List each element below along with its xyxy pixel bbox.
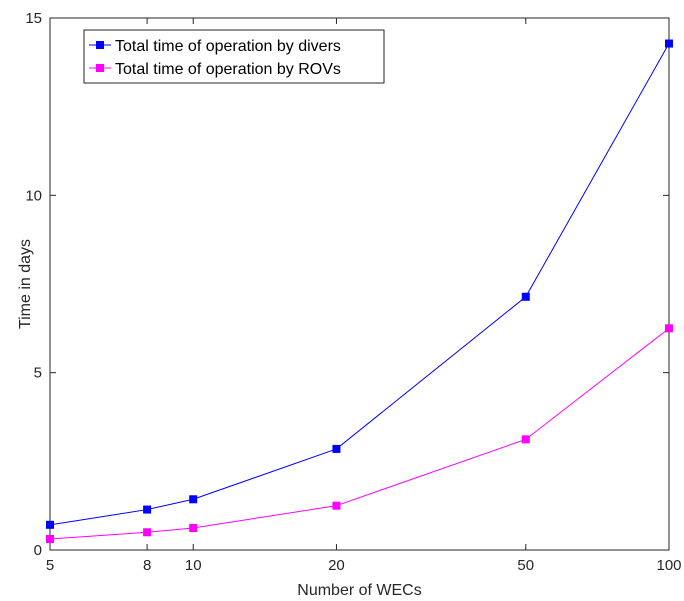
data-point-1-1 [143, 528, 152, 537]
y-axis-label: Time in days [17, 239, 34, 329]
data-point-1-5 [665, 324, 673, 333]
x-tick-label: 100 [656, 557, 681, 574]
x-tick-label: 8 [143, 557, 151, 574]
x-tick-label: 5 [46, 557, 54, 574]
series-group [46, 39, 673, 544]
data-point-1-0 [46, 535, 54, 544]
legend-item-divers: Total time of operation by divers [89, 38, 341, 55]
data-point-0-0 [46, 520, 54, 529]
legend: Total time of operation by divers Total … [83, 29, 385, 84]
x-axis-label: Number of WECs [297, 582, 421, 599]
y-tick-label: 0 [34, 542, 42, 559]
legend-marker-divers [96, 41, 104, 49]
data-point-0-3 [332, 444, 341, 453]
x-tick-label: 50 [517, 557, 534, 574]
legend-marker-rovs [96, 64, 104, 72]
legend-label-divers: Total time of operation by divers [115, 38, 341, 55]
data-point-1-4 [521, 435, 530, 444]
data-point-0-2 [189, 495, 198, 504]
legend-box [83, 29, 385, 84]
series-line-1 [49, 327, 670, 540]
y-tick-label: 15 [25, 10, 42, 27]
plot-area [49, 17, 670, 551]
y-tick-label: 5 [34, 365, 42, 382]
legend-label-rovs: Total time of operation by ROVs [115, 61, 341, 78]
data-point-0-1 [143, 505, 152, 514]
x-tick-label: 10 [185, 557, 202, 574]
data-point-1-2 [189, 524, 198, 533]
legend-item-rovs: Total time of operation by ROVs [89, 61, 341, 78]
x-tick-label: 20 [328, 557, 345, 574]
data-point-0-5 [665, 39, 673, 48]
y-tick-label: 10 [25, 187, 42, 204]
data-point-0-4 [521, 292, 530, 301]
series-line-0 [49, 43, 670, 526]
data-point-1-3 [332, 501, 341, 510]
